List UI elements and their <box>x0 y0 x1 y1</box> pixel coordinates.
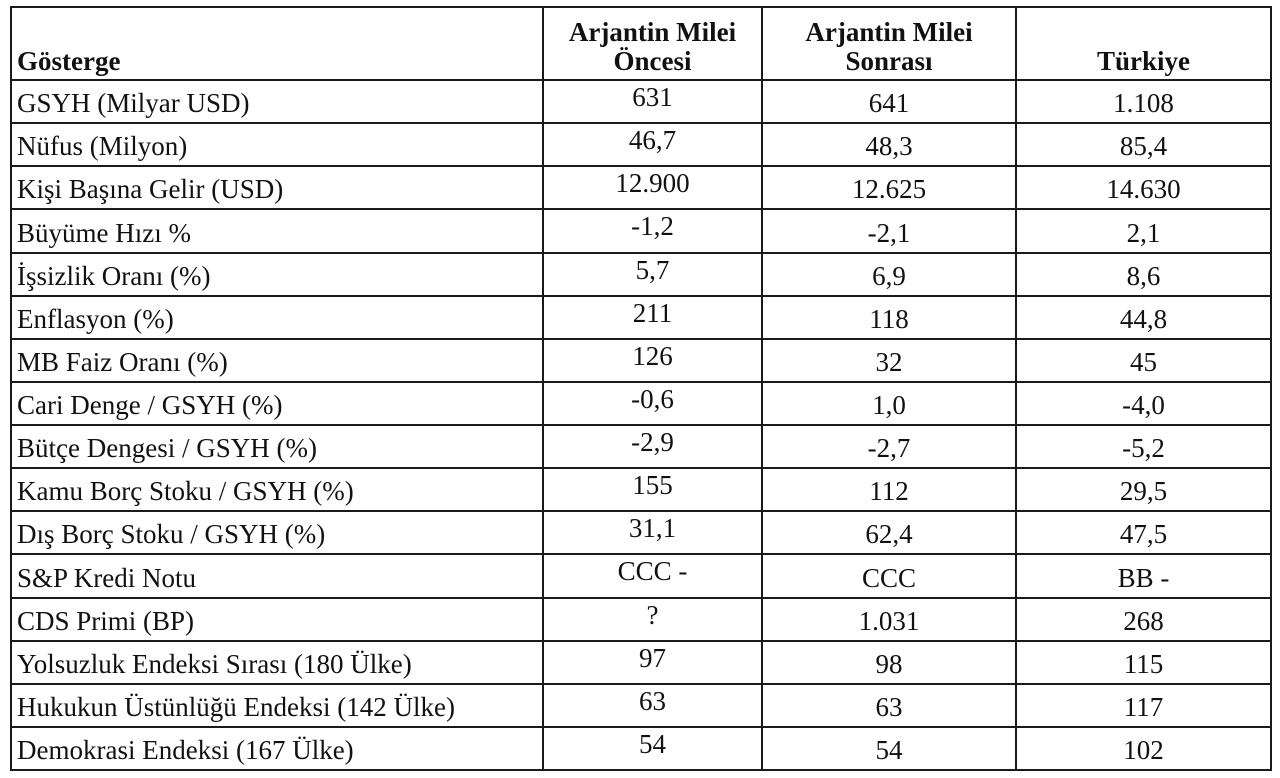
table-row: Kişi Başına Gelir (USD) 12.900 12.625 14.63… <box>10 165 1272 211</box>
row-label: Cari Denge / GSYH (%) <box>10 380 544 427</box>
value-turkey: 44,8 <box>1015 294 1272 340</box>
row-label: Kişi Başına Gelir (USD) <box>10 165 544 211</box>
row-label: İşsizlik Oranı (%) <box>10 251 544 297</box>
value-after-milei: 54 <box>761 725 1017 772</box>
header-after-line-2: Sonrası <box>845 46 933 76</box>
value-before-milei: 12.900 <box>542 165 763 211</box>
value-after-milei: 112 <box>761 467 1017 513</box>
value-before-milei: 155 <box>542 467 763 513</box>
value-turkey: 47,5 <box>1015 510 1272 556</box>
table-row: MB Faiz Oranı (%) 126 32 45 <box>10 337 1272 383</box>
comparison-table-container: Gösterge Arjantin Milei Öncesi Arjantin … <box>10 6 1272 772</box>
table-row: GSYH (Milyar USD) 631 641 1.108 <box>10 78 1272 125</box>
table-row: Dış Borç Stoku / GSYH (%) 31,1 62,4 47,5 <box>10 510 1272 556</box>
table-row: Demokrasi Endeksi (167 Ülke) 54 54 102 <box>10 725 1272 772</box>
table-row: Yolsuzluk Endeksi Sırası (180 Ülke) 97 98 1… <box>10 639 1272 685</box>
value-after-milei: 1,0 <box>761 380 1017 427</box>
row-label: Demokrasi Endeksi (167 Ülke) <box>10 725 544 772</box>
value-before-milei: 631 <box>542 78 763 125</box>
header-row: Gösterge Arjantin Milei Öncesi Arjantin … <box>10 6 1272 81</box>
row-label: Yolsuzluk Endeksi Sırası (180 Ülke) <box>10 639 544 685</box>
value-turkey: 268 <box>1015 596 1272 642</box>
value-after-milei: 118 <box>761 294 1017 340</box>
value-before-milei: 211 <box>542 294 763 340</box>
table-row: Büyüme Hızı % -1,2 -2,1 2,1 <box>10 208 1272 254</box>
header-before-milei: Arjantin Milei Öncesi <box>542 6 763 81</box>
value-turkey: 1.108 <box>1015 78 1272 125</box>
value-before-milei: 126 <box>542 337 763 383</box>
value-after-milei: 63 <box>761 682 1017 728</box>
header-before-line-2: Öncesi <box>613 46 692 76</box>
value-before-milei: CCC - <box>542 553 763 599</box>
value-turkey: 45 <box>1015 337 1272 383</box>
row-label: Kamu Borç Stoku / GSYH (%) <box>10 467 544 513</box>
table-row: Cari Denge / GSYH (%) -0,6 1,0 -4,0 <box>10 380 1272 427</box>
table-row: Bütçe Dengesi / GSYH (%) -2,9 -2,7 -5,2 <box>10 423 1272 470</box>
table-row: CDS Primi (BP)? 1.031 268 <box>10 596 1272 642</box>
value-after-milei: CCC <box>761 553 1017 599</box>
value-after-milei: -2,1 <box>761 208 1017 254</box>
row-label: Büyüme Hızı % <box>10 208 544 254</box>
value-turkey: 85,4 <box>1015 122 1272 168</box>
value-before-milei: ? <box>542 596 763 642</box>
value-before-milei: 46,7 <box>542 122 763 168</box>
value-turkey: 14.630 <box>1015 165 1272 211</box>
value-turkey: -4,0 <box>1015 380 1272 427</box>
row-label: Hukukun Üstünlüğü Endeksi (142 Ülke) <box>10 682 544 728</box>
comparison-table: Gösterge Arjantin Milei Öncesi Arjantin … <box>10 6 1272 772</box>
table-body: GSYH (Milyar USD) 631 641 1.108 Nüfus (Milyo… <box>10 78 1272 772</box>
row-label: MB Faiz Oranı (%) <box>10 337 544 383</box>
header-indicator: Gösterge <box>10 6 544 81</box>
value-after-milei: -2,7 <box>761 423 1017 470</box>
header-before-line-1: Arjantin Milei <box>568 17 737 47</box>
value-before-milei: 5,7 <box>542 251 763 297</box>
value-after-milei: 98 <box>761 639 1017 685</box>
row-label: Enflasyon (%) <box>10 294 544 340</box>
value-after-milei: 1.031 <box>761 596 1017 642</box>
table-row: S&P Kredi Notu CCC - CCC BB - <box>10 553 1272 599</box>
row-label: Nüfus (Milyon) <box>10 122 544 168</box>
row-label: CDS Primi (BP) <box>10 596 544 642</box>
row-label: Dış Borç Stoku / GSYH (%) <box>10 510 544 556</box>
value-after-milei: 12.625 <box>761 165 1017 211</box>
value-before-milei: -0,6 <box>542 380 763 427</box>
table-header: Gösterge Arjantin Milei Öncesi Arjantin … <box>10 6 1272 81</box>
table-row: Nüfus (Milyon) 46,7 48,3 85,4 <box>10 122 1272 168</box>
value-after-milei: 32 <box>761 337 1017 383</box>
value-before-milei: -2,9 <box>542 423 763 470</box>
row-label: Bütçe Dengesi / GSYH (%) <box>10 423 544 470</box>
value-before-milei: 97 <box>542 639 763 685</box>
value-after-milei: 62,4 <box>761 510 1017 556</box>
row-label: S&P Kredi Notu <box>10 553 544 599</box>
table-row: İşsizlik Oranı (%) 5,7 6,9 8,6 <box>10 251 1272 297</box>
row-label: GSYH (Milyar USD) <box>10 78 544 125</box>
value-turkey: 102 <box>1015 725 1272 772</box>
header-turkey: Türkiye <box>1015 6 1272 81</box>
value-before-milei: 54 <box>542 725 763 772</box>
value-turkey: BB - <box>1015 553 1272 599</box>
value-before-milei: -1,2 <box>542 208 763 254</box>
header-after-milei: Arjantin Milei Sonrası <box>761 6 1017 81</box>
value-turkey: 2,1 <box>1015 208 1272 254</box>
value-turkey: 29,5 <box>1015 467 1272 513</box>
value-turkey: 115 <box>1015 639 1272 685</box>
value-turkey: -5,2 <box>1015 423 1272 470</box>
value-turkey: 117 <box>1015 682 1272 728</box>
value-turkey: 8,6 <box>1015 251 1272 297</box>
value-before-milei: 31,1 <box>542 510 763 556</box>
value-after-milei: 48,3 <box>761 122 1017 168</box>
header-after-line-1: Arjantin Milei <box>805 17 973 47</box>
value-after-milei: 641 <box>761 78 1017 125</box>
table-row: Kamu Borç Stoku / GSYH (%) 155 112 29,5 <box>10 467 1272 513</box>
value-after-milei: 6,9 <box>761 251 1017 297</box>
value-before-milei: 63 <box>542 682 763 728</box>
table-row: Enflasyon (%) 211 118 44,8 <box>10 294 1272 340</box>
table-row: Hukukun Üstünlüğü Endeksi (142 Ülke) 63 63… <box>10 682 1272 728</box>
